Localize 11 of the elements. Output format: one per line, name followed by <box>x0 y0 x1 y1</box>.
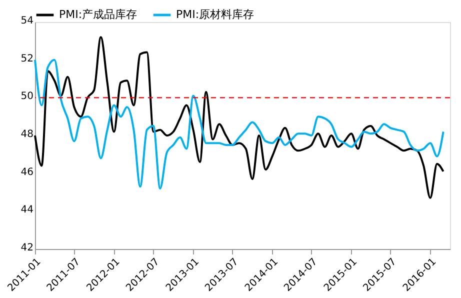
legend-label: PMI:产成品库存 <box>59 8 138 21</box>
y-tick-label: 52 <box>20 53 34 64</box>
line-series <box>34 36 444 199</box>
y-tick-label: 46 <box>20 166 34 178</box>
legend-label: PMI:原材料库存 <box>176 8 254 21</box>
y-tick-label: 48 <box>20 129 34 140</box>
y-tick-label: 42 <box>20 242 34 254</box>
y-tick-label: 44 <box>20 204 34 216</box>
y-tick-label: 54 <box>20 16 34 26</box>
line-series <box>34 58 444 190</box>
y-tick-label: 50 <box>20 91 34 102</box>
